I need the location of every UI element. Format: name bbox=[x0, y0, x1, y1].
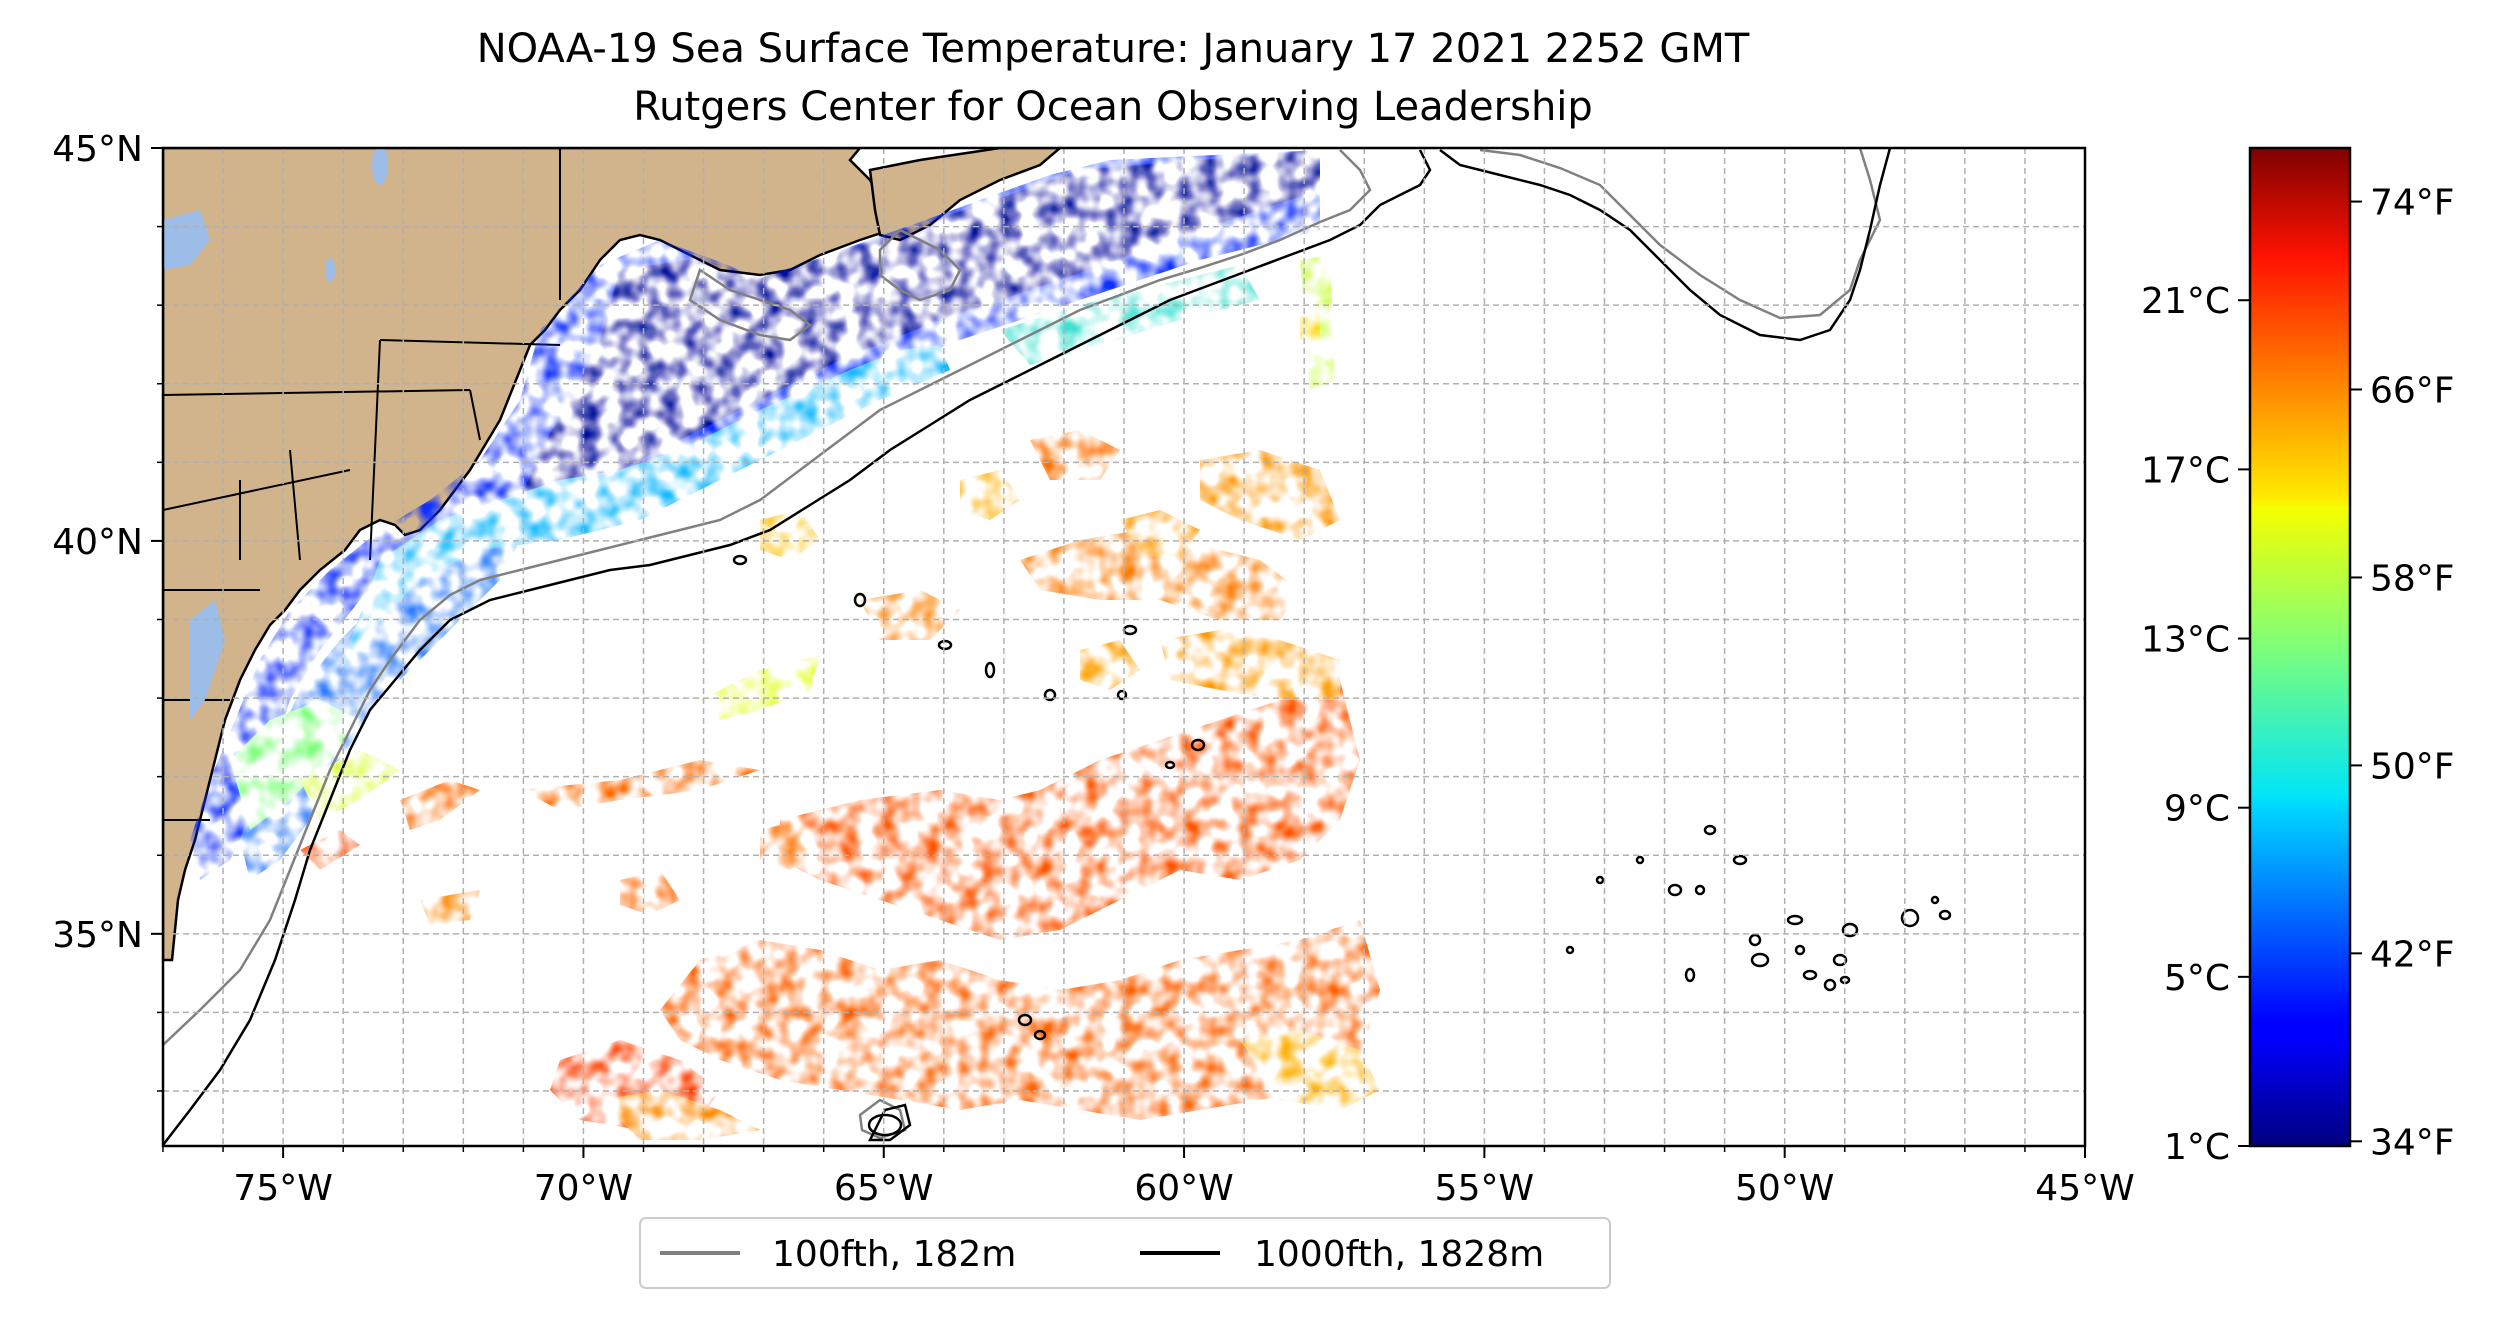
cbar-f-label: 42°F bbox=[2370, 934, 2455, 975]
cbar-c-label: 1°C bbox=[2164, 1127, 2230, 1168]
cbar-f-label: 66°F bbox=[2370, 371, 2455, 412]
colorbar-fahrenheit-axis: 34°F 42°F 50°F 58°F 66°F 74°F bbox=[2350, 183, 2455, 1163]
cbar-f-label: 74°F bbox=[2370, 183, 2455, 224]
cbar-f-label: 34°F bbox=[2370, 1122, 2455, 1163]
cbar-c-label: 9°C bbox=[2164, 789, 2230, 830]
legend-label-100fth: 100fth, 182m bbox=[772, 1234, 1016, 1275]
land-nova-scotia bbox=[868, 148, 1062, 242]
lat-tick-label: 35°N bbox=[52, 915, 143, 956]
isobath-1000fth bbox=[163, 148, 1952, 1146]
sst-field bbox=[190, 150, 1380, 1140]
colorbar-gradient bbox=[2248, 146, 2352, 1148]
land-north-america bbox=[163, 148, 902, 962]
cbar-f-label: 58°F bbox=[2370, 558, 2455, 599]
lon-tick-label: 75°W bbox=[233, 1168, 332, 1209]
colorbar: 1°C 5°C 9°C 13°C 17°C 21°C 34°F 42°F 50°F 58°F 66… bbox=[2141, 146, 2455, 1168]
chart-title: NOAA-19 Sea Surface Temperature: January… bbox=[477, 26, 1750, 72]
cbar-c-label: 5°C bbox=[2164, 958, 2230, 999]
lon-tick-label: 70°W bbox=[534, 1168, 633, 1209]
legend-box bbox=[639, 1217, 1611, 1289]
legend: 100fth, 182m 1000fth, 1828m bbox=[639, 1217, 1611, 1289]
lon-tick-label: 60°W bbox=[1134, 1168, 1233, 1209]
colorbar-celsius-axis: 1°C 5°C 9°C 13°C 17°C 21°C bbox=[2141, 281, 2250, 1168]
isobath-100fth bbox=[163, 148, 1882, 1140]
lon-tick-label: 50°W bbox=[1735, 1168, 1834, 1209]
cbar-c-label: 17°C bbox=[2141, 450, 2230, 491]
lon-tick-label: 55°W bbox=[1435, 1168, 1534, 1209]
lat-tick-label: 40°N bbox=[52, 522, 143, 563]
lon-tick-label: 45°W bbox=[2035, 1168, 2134, 1209]
cbar-c-label: 13°C bbox=[2141, 620, 2230, 661]
lon-axis: 75°W 70°W 65°W 60°W 55°W 50°W 45°W bbox=[162, 1146, 2135, 1209]
lat-tick-label: 45°N bbox=[52, 129, 143, 170]
lon-tick-label: 65°W bbox=[834, 1168, 933, 1209]
cbar-f-label: 50°F bbox=[2370, 746, 2455, 787]
inland-water bbox=[163, 148, 388, 720]
legend-label-1000fth: 1000fth, 1828m bbox=[1254, 1234, 1544, 1275]
lat-axis: 45°N 40°N 35°N bbox=[52, 129, 163, 1092]
map-gridlines bbox=[163, 148, 2085, 1146]
chart-subtitle: Rutgers Center for Ocean Observing Leade… bbox=[633, 84, 1593, 130]
map-panel bbox=[163, 148, 2085, 1146]
cbar-c-label: 21°C bbox=[2141, 281, 2230, 322]
state-borders bbox=[163, 148, 561, 821]
